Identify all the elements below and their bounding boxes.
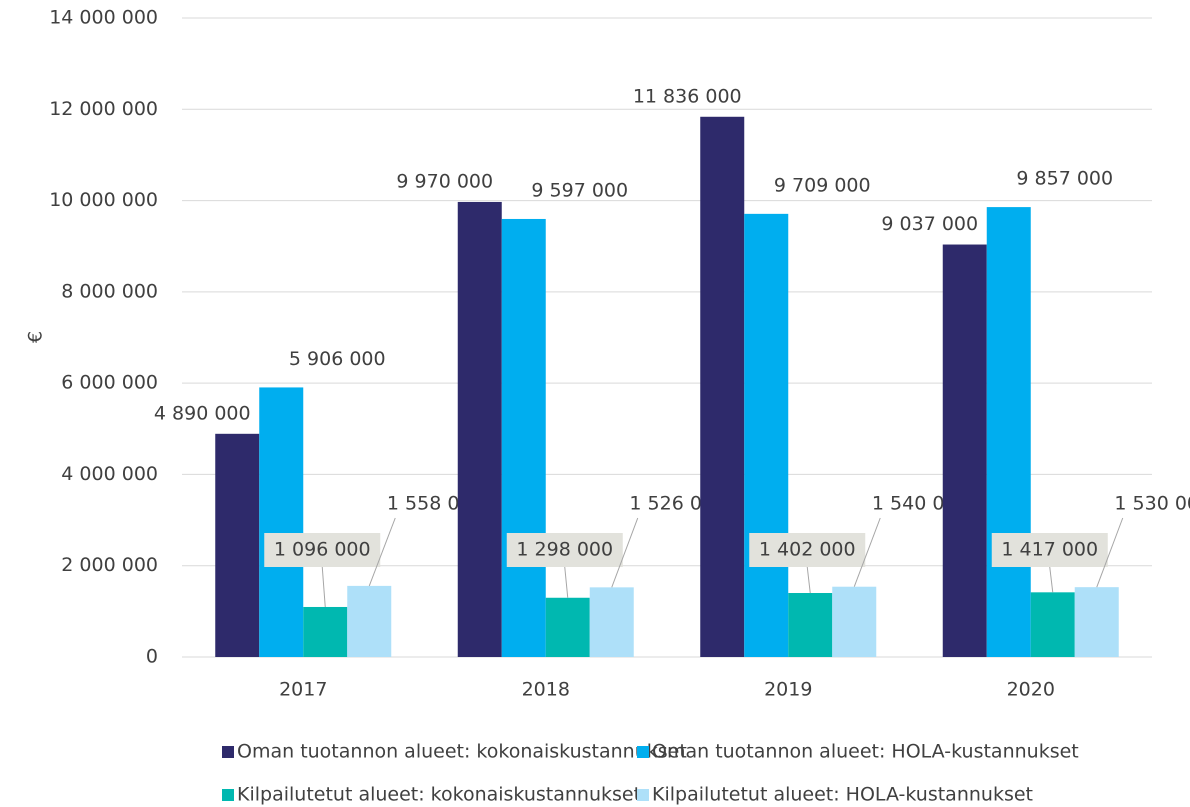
y-tick-label: 12 000 000 — [49, 98, 158, 120]
data-label: 9 037 000 — [881, 213, 978, 235]
leader-line — [321, 566, 326, 608]
leader-line — [368, 517, 396, 587]
legend-swatch — [637, 746, 649, 758]
leader-line — [1096, 517, 1124, 588]
data-label: 11 836 000 — [633, 85, 742, 107]
bar — [589, 587, 634, 657]
leader-line — [1049, 566, 1054, 593]
leader-line — [853, 517, 881, 587]
bar — [259, 387, 304, 657]
data-label: 1 096 000 — [274, 539, 371, 561]
y-tick-label: 10 000 000 — [49, 189, 158, 211]
y-tick-label: 8 000 000 — [61, 280, 158, 302]
y-tick-label: 14 000 000 — [49, 7, 158, 29]
bar — [986, 207, 1031, 657]
legend-label: Kilpailutetut alueet: kokonaiskustannuks… — [237, 784, 641, 806]
bar — [942, 244, 987, 657]
data-label: 9 857 000 — [1016, 168, 1113, 190]
legend-label: Kilpailutetut alueet: HOLA-kustannukset — [652, 784, 1033, 806]
data-label: 9 597 000 — [531, 179, 628, 201]
data-label: 9 970 000 — [396, 170, 493, 192]
x-tick-label: 2017 — [279, 679, 327, 701]
bar — [457, 201, 502, 657]
bar — [347, 585, 392, 657]
data-label: 1 530 000 — [1114, 493, 1190, 515]
legend-swatch — [222, 746, 234, 758]
bar — [1074, 587, 1119, 657]
bar — [744, 213, 789, 657]
bar — [303, 606, 348, 657]
bar — [545, 597, 590, 657]
leader-line — [611, 517, 639, 588]
y-tick-label: 2 000 000 — [61, 554, 158, 576]
bar — [215, 433, 260, 657]
legend-swatch — [637, 789, 649, 801]
legend-label: Oman tuotannon alueet: HOLA-kustannukset — [652, 741, 1079, 763]
y-tick-label: 4 000 000 — [61, 463, 158, 485]
data-label: 1 298 000 — [516, 539, 613, 561]
label-box — [991, 533, 1108, 567]
x-tick-label: 2019 — [764, 679, 812, 701]
leader-line — [564, 566, 569, 598]
data-label: 4 890 000 — [154, 402, 251, 424]
data-label: 5 906 000 — [289, 348, 386, 370]
bar — [501, 218, 546, 657]
bar — [1030, 592, 1075, 657]
data-label: 1 417 000 — [1001, 539, 1098, 561]
y-tick-label: 0 — [146, 646, 158, 668]
leader-line — [806, 566, 811, 594]
x-tick-label: 2018 — [522, 679, 570, 701]
bar — [832, 586, 877, 657]
label-box — [749, 533, 866, 567]
legend-label: Oman tuotannon alueet: kokonaiskustannuk… — [237, 741, 687, 763]
legend-swatch — [222, 789, 234, 801]
data-label: 9 709 000 — [774, 174, 871, 196]
label-box — [264, 533, 381, 567]
x-tick-label: 2020 — [1007, 679, 1055, 701]
label-box — [506, 533, 623, 567]
data-label: 1 402 000 — [759, 539, 856, 561]
y-axis-title: € — [25, 331, 47, 343]
bar — [700, 116, 745, 658]
y-tick-label: 6 000 000 — [61, 372, 158, 394]
bar — [788, 593, 833, 657]
